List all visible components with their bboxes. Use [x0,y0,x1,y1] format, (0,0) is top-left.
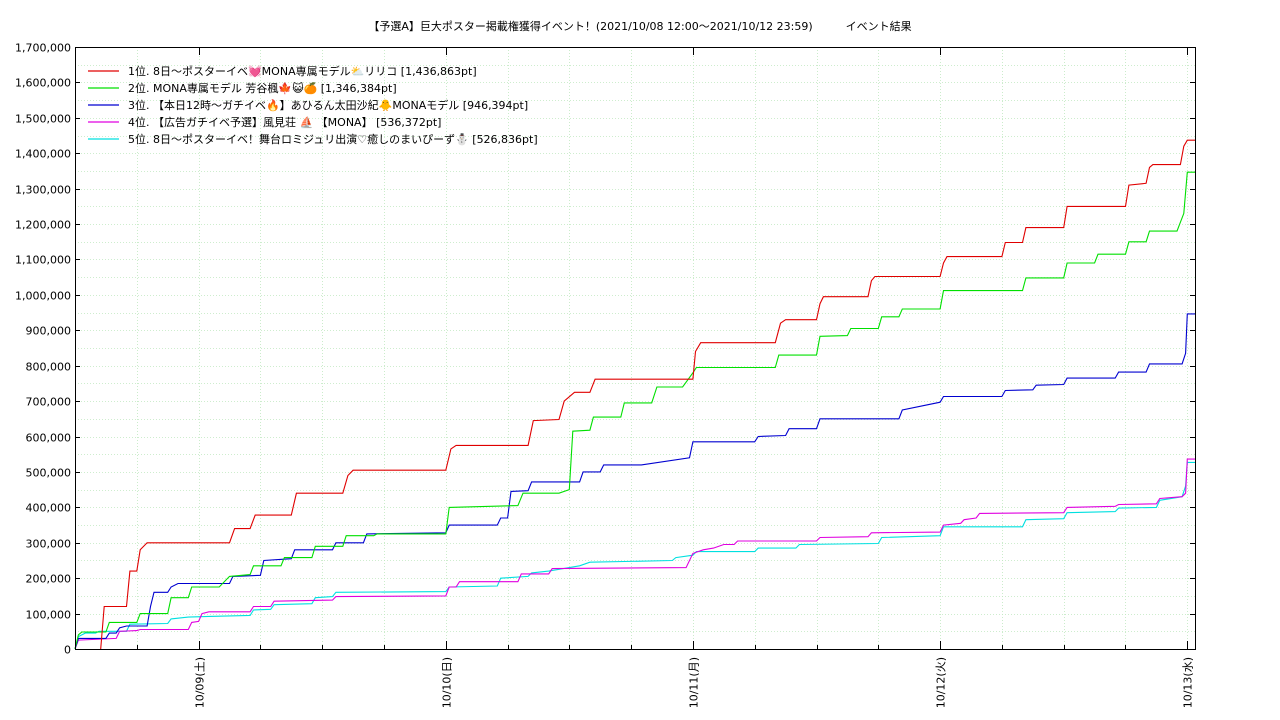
y-tick-label: 1,100,000 [15,254,71,267]
chart-title: 【予選A】巨大ポスター掲載権獲得イベント！(2021/10/08 12:00〜2… [368,20,912,33]
y-tick-label: 1,700,000 [15,42,71,55]
series-line-2 [74,171,1195,650]
y-tick-label: 1,300,000 [15,184,71,197]
y-tick-label: 1,400,000 [15,148,71,161]
y-tick-label: 1,000,000 [15,290,71,303]
plot-frame [75,47,1196,650]
y-tick-label: 0 [64,644,71,657]
x-tick-label: 10/12(火) [935,657,948,708]
series-group [74,139,1195,650]
y-tick-label: 100,000 [26,609,72,622]
series-line-3 [74,313,1195,650]
y-tick-label: 700,000 [26,396,72,409]
y-tick-label: 600,000 [26,432,72,445]
y-tick-label: 1,500,000 [15,113,71,126]
series-line-4 [74,458,1195,650]
x-tick-label: 10/09(土) [194,657,207,708]
x-tick-label: 10/11(月) [688,657,701,708]
legend-label: 4位. 【広告ガチイベ予選】風見荘 ⛵ 【MONA】 [536,372pt] [128,115,441,129]
legend: 1位. 8日〜ポスターイベ💓MONA専属モデル⛅リリコ [1,436,863pt… [88,64,538,146]
x-axis: 10/09(土) 10/10(日) 10/11(月) 10/12(火) 10/13(水) [137,47,1195,708]
x-tick-label: 10/13(水) [1182,657,1195,708]
y-tick-label: 400,000 [26,502,72,515]
legend-label: 1位. 8日〜ポスターイベ💓MONA専属モデル⛅リリコ [1,436,863pt… [128,64,477,78]
y-tick-label: 300,000 [26,538,72,551]
y-axis: 0 100,000 200,000 300,000 400,000 500,000 600,… [15,42,1195,657]
grid-lines [75,47,1195,650]
legend-label: 3位. 【本日12時〜ガチイベ🔥】あひるん太田沙紀🐥MONAモデル [946,3… [128,98,528,112]
x-tick-label: 10/10(日) [441,657,454,708]
y-tick-label: 900,000 [26,325,72,338]
y-tick-label: 500,000 [26,467,72,480]
legend-label: 2位. MONA専属モデル 芳谷楓🍁😺🍊 [1,346,384pt] [128,81,397,95]
y-tick-label: 200,000 [26,573,72,586]
y-tick-label: 800,000 [26,361,72,374]
y-tick-label: 1,600,000 [15,77,71,90]
series-line-5 [74,461,1195,650]
legend-label: 5位. 8日〜ポスターイベ！舞台ロミジュリ出演♡癒しのまいぴーず⛄ [526,8… [128,132,538,146]
series-line-1 [100,139,1195,650]
y-tick-label: 1,200,000 [15,219,71,232]
